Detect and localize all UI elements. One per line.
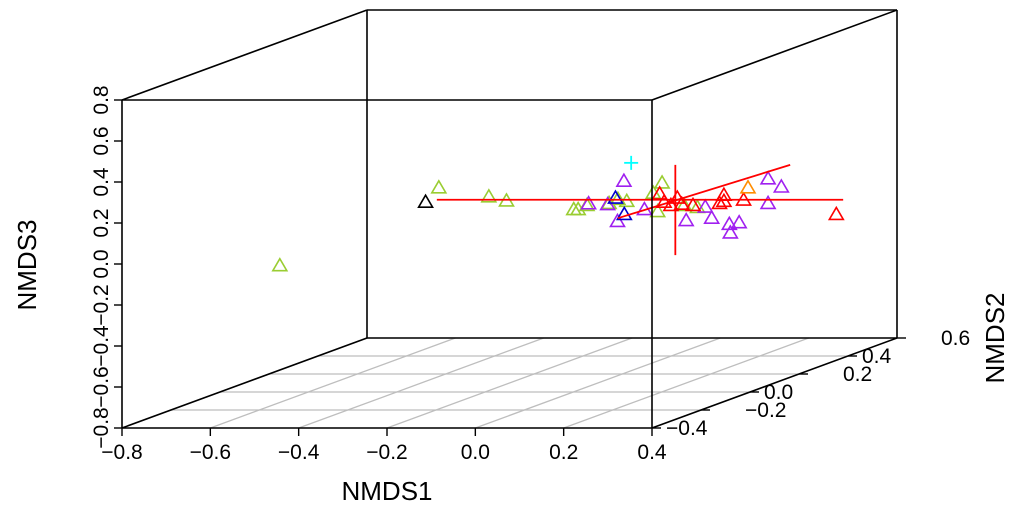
data-point-triangle [653, 174, 671, 189]
x-tick-label: 0.0 [461, 441, 490, 464]
y-tick-label: 0.0 [90, 249, 113, 278]
data-point-triangle [607, 189, 624, 204]
data-point-triangle [703, 209, 721, 224]
data-point-triangle [565, 200, 583, 216]
axes: −0.8 −0.6 −0.4 −0.2 0.0 0.2 0.4−0.8−0.6−0.4−0.… [90, 85, 970, 464]
overlay-line-segment [617, 164, 791, 220]
y-axis-label: NMDS3 [12, 219, 42, 310]
data-point-triangle [673, 195, 691, 211]
data-point-triangle [759, 194, 777, 210]
data-point-triangle [662, 196, 680, 212]
data-point-triangle [711, 194, 728, 210]
x-tick-label: −0.2 [366, 441, 407, 464]
x-axis-label: NMDS1 [341, 476, 432, 506]
data-point-triangle [430, 179, 448, 194]
floor-grid-line [298, 337, 544, 429]
y-tick-label: 0.6 [90, 126, 113, 155]
data-point-triangle [739, 179, 757, 194]
box-edge [121, 337, 368, 429]
data-point-triangle [696, 198, 714, 213]
data-point-triangle [609, 190, 627, 206]
data-point-triangle [677, 212, 695, 227]
y-tick-label: 0.8 [90, 85, 113, 114]
floor-grid-line [386, 337, 633, 429]
z-axis-label: NMDS2 [980, 292, 1010, 383]
data-point-triangle [655, 193, 673, 208]
box-edge [651, 337, 898, 429]
z-tick-label: 0.2 [843, 363, 872, 386]
z-tick-label: 0.6 [941, 327, 970, 350]
data-point-triangle [675, 196, 693, 212]
z-tick-label: −0.4 [666, 417, 708, 440]
x-tick-label: −0.4 [278, 441, 320, 464]
data-point-triangle [684, 196, 702, 212]
y-tick-label: −0.2 [90, 284, 113, 325]
data-point-triangle [772, 178, 790, 193]
floor-grid-line [563, 337, 809, 429]
overlay-lines [436, 164, 844, 256]
data-point-triangle [615, 172, 633, 188]
x-tick-label: 0.2 [549, 441, 578, 464]
data-point-triangle [720, 215, 738, 231]
y-tick-label: −0.8 [90, 407, 113, 448]
data-point-triangle [615, 205, 633, 221]
data-point-triangle [417, 193, 434, 208]
y-tick-label: −0.4 [90, 325, 113, 367]
box-back-edges [121, 9, 898, 429]
data-point-triangle [271, 257, 289, 272]
box-edge [121, 9, 368, 101]
z-tick-label: 0.4 [862, 345, 892, 368]
data-point-triangle [668, 189, 686, 204]
floor-grid-line [210, 337, 456, 429]
data-point-triangle [649, 203, 667, 218]
floor-grid-line [475, 337, 721, 429]
data-point-triangle [721, 224, 739, 239]
data-point-triangle [580, 195, 597, 210]
y-tick-label: −0.6 [90, 366, 113, 407]
box-edge [651, 9, 898, 101]
z-tick-label: 0.0 [764, 381, 793, 404]
box-front-edges [121, 9, 898, 429]
plot-marks [271, 155, 845, 272]
x-tick-label: −0.6 [190, 441, 231, 464]
data-point-plus [624, 155, 639, 170]
z-tick-label: −0.2 [745, 399, 786, 422]
y-tick-label: 0.2 [90, 208, 113, 237]
data-point-triangle [827, 205, 845, 221]
data-point-triangle [759, 170, 777, 185]
data-point-triangle [480, 188, 498, 203]
x-tick-label: −0.8 [101, 441, 142, 464]
y-tick-label: 0.4 [90, 167, 113, 197]
x-tick-label: 0.4 [637, 441, 667, 464]
data-point-triangle [609, 212, 626, 228]
data-point-triangle [730, 214, 748, 229]
